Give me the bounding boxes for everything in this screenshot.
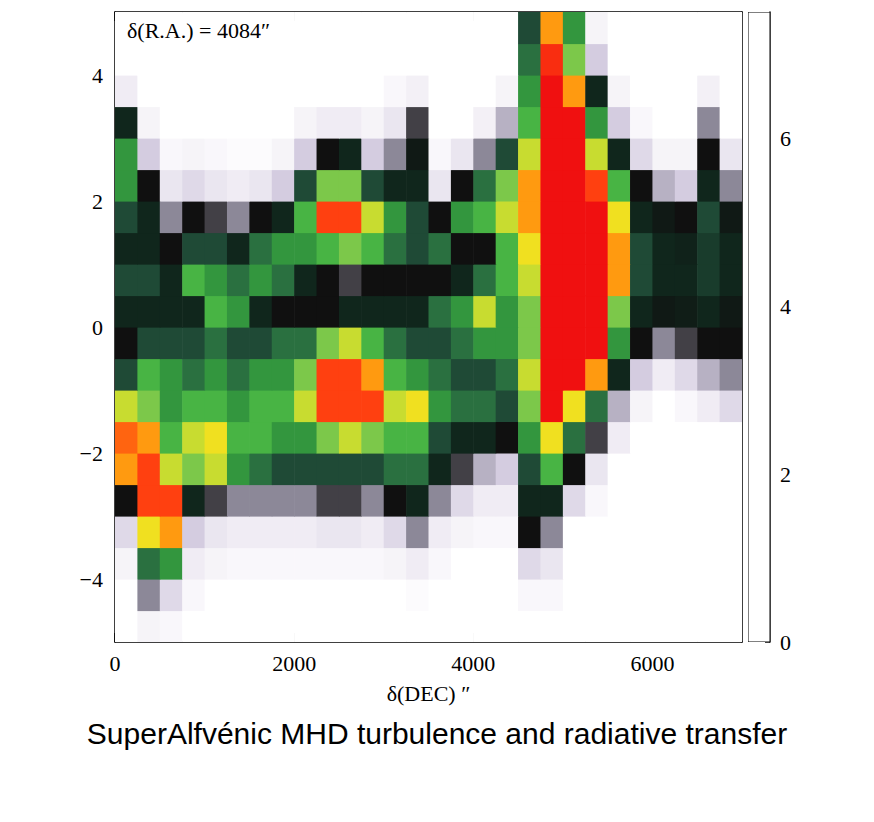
svg-text:−4: −4	[80, 567, 103, 592]
svg-text:0: 0	[92, 315, 103, 340]
svg-text:0: 0	[780, 630, 791, 655]
svg-text:δ(R.A.) = 4084″: δ(R.A.) = 4084″	[127, 18, 270, 43]
svg-text:0: 0	[110, 651, 121, 676]
svg-text:6: 6	[780, 126, 791, 151]
svg-text:2000: 2000	[272, 651, 316, 676]
svg-text:4000: 4000	[451, 651, 495, 676]
svg-text:4: 4	[92, 63, 103, 88]
svg-text:2: 2	[780, 462, 791, 487]
svg-text:2: 2	[92, 189, 103, 214]
svg-text:−2: −2	[80, 441, 103, 466]
svg-text:δ(DEC) ″: δ(DEC) ″	[387, 681, 471, 706]
html-text:SuperAlfvénic MHD turbulence a: SuperAlfvénic MHD turbulence and radiati…	[86, 717, 788, 750]
svg-text:6000: 6000	[630, 651, 674, 676]
svg-text:4: 4	[780, 294, 791, 319]
